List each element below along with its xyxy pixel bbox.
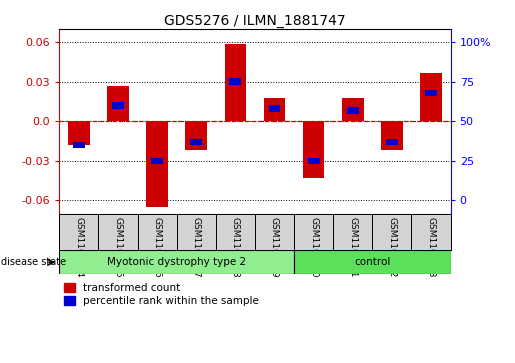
Bar (146, 121, 168, 207)
Bar (151, 158, 163, 164)
Text: control: control (354, 257, 390, 267)
Bar (68, 121, 90, 145)
Bar (386, 139, 398, 145)
Bar (225, 44, 246, 121)
Text: Myotonic dystrophy type 2: Myotonic dystrophy type 2 (107, 257, 246, 267)
Bar (112, 102, 124, 109)
Bar (264, 98, 285, 121)
Bar (308, 158, 319, 164)
Text: GSM1102621: GSM1102621 (348, 216, 357, 277)
Bar (230, 78, 241, 85)
Text: GSM1102615: GSM1102615 (113, 216, 123, 277)
Text: GSM1102620: GSM1102620 (309, 216, 318, 277)
Text: GSM1102616: GSM1102616 (152, 216, 162, 277)
Bar (303, 121, 324, 178)
Bar (269, 105, 280, 112)
Legend: transformed count, percentile rank within the sample: transformed count, percentile rank withi… (64, 283, 259, 306)
Bar (342, 98, 364, 121)
Text: GSM1102622: GSM1102622 (387, 216, 397, 277)
Bar (294, 250, 451, 274)
Bar (381, 121, 403, 150)
Bar (425, 90, 437, 96)
Bar (191, 139, 202, 145)
Text: GSM1102623: GSM1102623 (426, 216, 436, 277)
Text: disease state: disease state (1, 257, 66, 267)
Text: GSM1102614: GSM1102614 (74, 216, 83, 277)
Bar (107, 86, 129, 121)
Bar (73, 142, 84, 148)
Bar (59, 250, 294, 274)
Text: GSM1102617: GSM1102617 (192, 216, 201, 277)
Text: GSM1102618: GSM1102618 (231, 216, 240, 277)
Bar (185, 121, 207, 150)
Bar (347, 107, 358, 114)
Title: GDS5276 / ILMN_1881747: GDS5276 / ILMN_1881747 (164, 14, 346, 28)
Bar (420, 73, 442, 121)
Text: GSM1102619: GSM1102619 (270, 216, 279, 277)
